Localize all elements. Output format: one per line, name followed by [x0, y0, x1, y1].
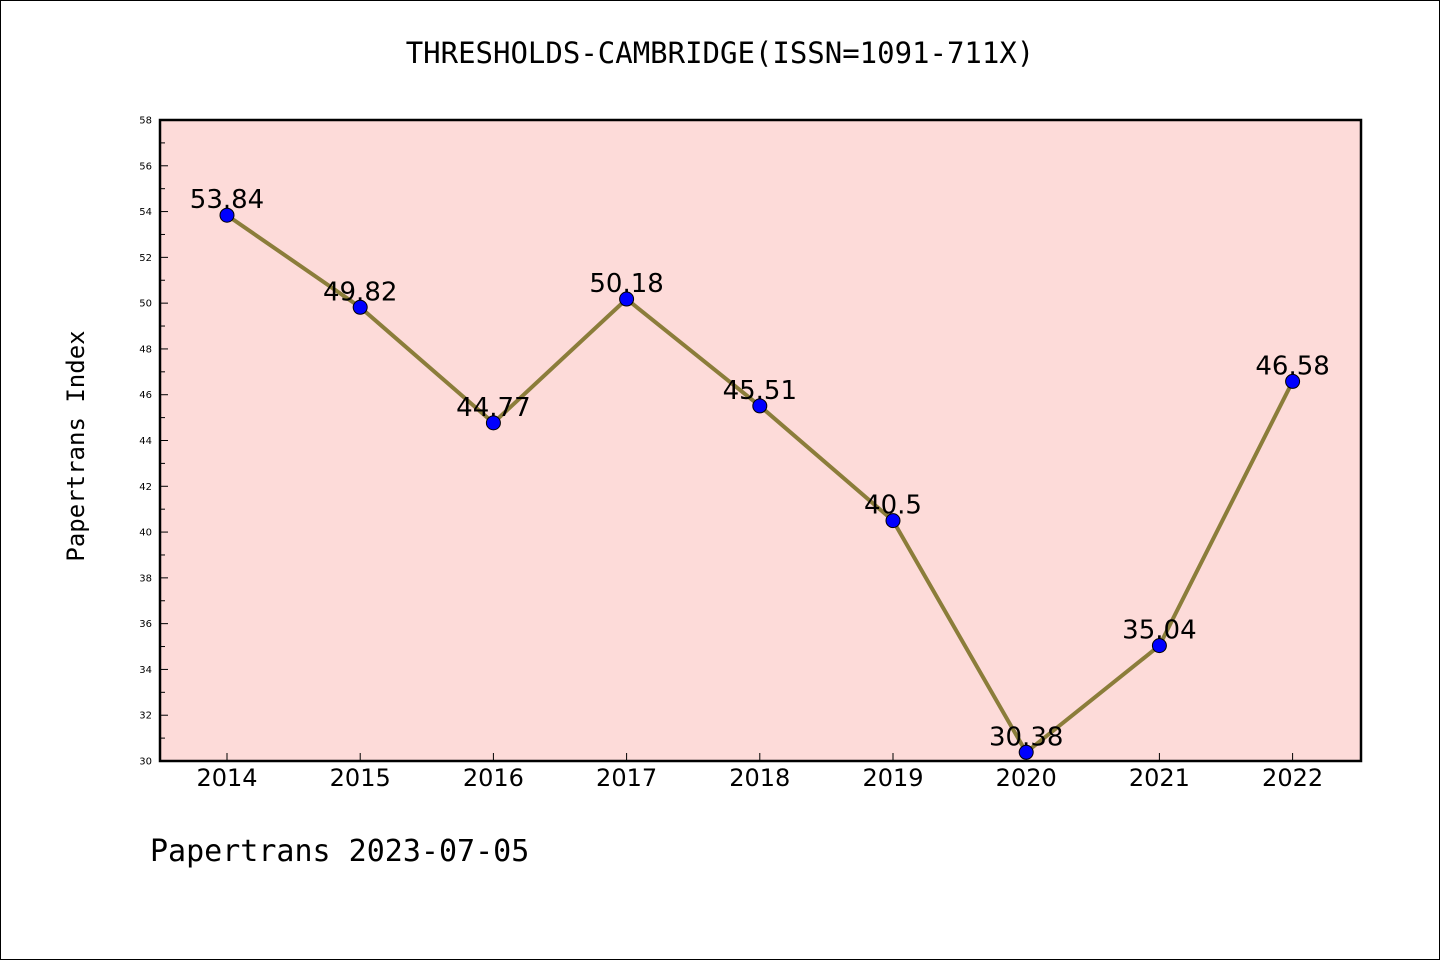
chart-title: THRESHOLDS-CAMBRIDGE(ISSN=1091-711X)	[405, 36, 1035, 70]
y-tick-label: 44	[139, 436, 152, 447]
plot-border	[158, 118, 1363, 763]
x-tick-label: 2020	[996, 764, 1057, 792]
data-point	[219, 207, 235, 223]
data-point	[352, 299, 368, 315]
x-tick-label: 2019	[862, 764, 923, 792]
data-label: 45.51	[723, 376, 797, 406]
data-label: 49.82	[323, 277, 397, 307]
data-point	[485, 415, 501, 431]
y-tick-label: 46	[139, 390, 152, 401]
data-label: 53.84	[190, 185, 264, 215]
x-axis: 2014 2015 2016 2017 2018 2019 2020 2021 2022	[196, 753, 1323, 792]
footer-text: Papertrans 2023-07-05	[150, 834, 530, 869]
y-tick-label: 38	[139, 573, 152, 584]
data-point	[752, 398, 768, 414]
data-label: 30.38	[989, 722, 1063, 752]
data-labels: 53.84 49.82 44.77 50.18 45.51 40.5 30.38 35.04 4…	[190, 185, 1330, 752]
x-tick-label: 2022	[1262, 764, 1323, 792]
x-tick-label: 2018	[729, 764, 790, 792]
data-label: 44.77	[456, 393, 530, 423]
y-tick-label: 52	[139, 253, 152, 264]
data-label: 35.04	[1122, 616, 1196, 646]
x-tick-label: 2015	[330, 764, 391, 792]
y-tick-label: 56	[139, 161, 152, 172]
data-point	[619, 291, 635, 307]
data-point	[1018, 744, 1034, 760]
data-label: 46.58	[1255, 351, 1329, 381]
x-tick-label: 2016	[463, 764, 524, 792]
y-tick-label: 30	[139, 757, 152, 768]
y-axis: 30 32 34 36 38 40 42 44 46 48 50 52 54 56 58	[139, 116, 168, 768]
data-label: 40.5	[864, 491, 922, 521]
data-points	[219, 207, 1301, 760]
y-tick-label: 34	[139, 665, 152, 676]
y-tick-label: 42	[139, 482, 152, 493]
x-tick-label: 2017	[596, 764, 657, 792]
data-point	[885, 513, 901, 529]
x-tick-label: 2014	[196, 764, 257, 792]
y-tick-label: 48	[139, 344, 152, 355]
y-tick-label: 32	[139, 711, 152, 722]
y-tick-label: 40	[139, 528, 152, 539]
y-tick-label: 58	[139, 116, 152, 127]
data-point	[1285, 373, 1301, 389]
y-tick-label: 54	[139, 207, 152, 218]
x-tick-label: 2021	[1129, 764, 1190, 792]
plot-area	[160, 120, 1361, 761]
data-point	[1151, 638, 1167, 654]
y-tick-label: 36	[139, 619, 152, 630]
y-tick-label: 50	[139, 299, 152, 310]
data-label: 50.18	[589, 269, 663, 299]
